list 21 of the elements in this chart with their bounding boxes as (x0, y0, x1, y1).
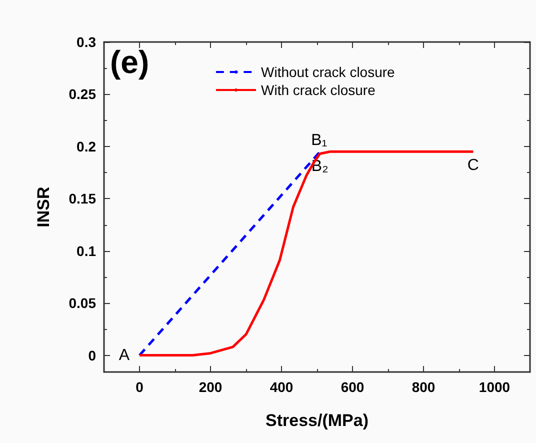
x-axis-title: Stress/(MPa) (266, 411, 368, 430)
x-tick-label: 400 (270, 379, 294, 395)
x-tick-label: 0 (136, 379, 144, 395)
y-tick-label: 0.3 (76, 34, 96, 50)
x-tick-label: 800 (412, 379, 436, 395)
annotation: C (467, 157, 479, 174)
x-tick-label: 600 (340, 379, 364, 395)
y-tick-label: 0.25 (68, 86, 96, 102)
x-tick-label: 1000 (478, 379, 510, 395)
y-axis-title: INSR (34, 186, 53, 228)
y-tick-label: 0.1 (76, 242, 96, 259)
x-tick-label: 200 (198, 379, 222, 395)
annotation: (e) (110, 44, 150, 80)
legend-label: With crack closure (261, 82, 376, 98)
y-tick-label: 0.2 (76, 138, 96, 154)
y-tick-label: 0.05 (68, 295, 96, 312)
y-tick-label: 0.15 (68, 190, 96, 207)
annotation: A (118, 346, 130, 364)
annotation: B₁ (311, 132, 328, 150)
legend-label: Without crack closure (261, 64, 396, 80)
y-tick-label: 0 (88, 347, 96, 364)
